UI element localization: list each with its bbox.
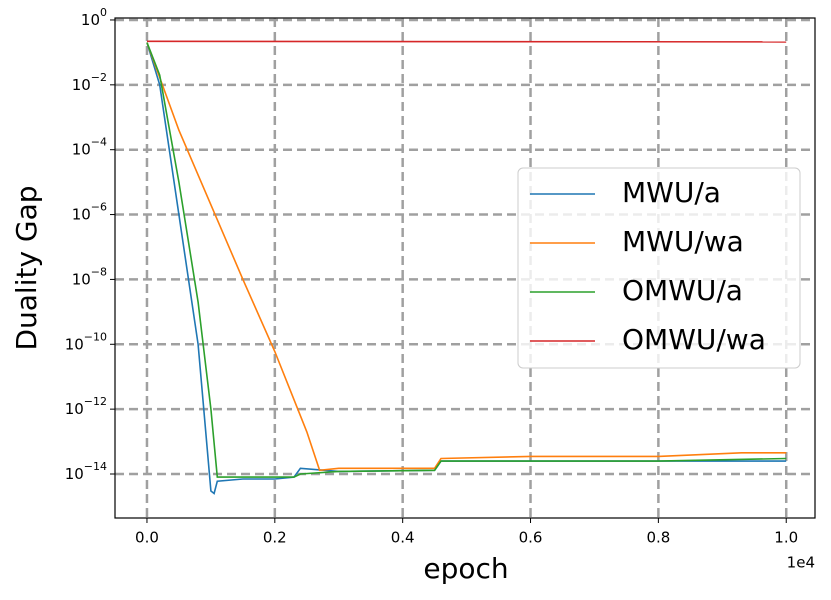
y-tick-base: 10	[81, 10, 100, 28]
y-axis-label: Duality Gap	[10, 185, 43, 350]
x-offset-label: 1e4	[787, 554, 815, 572]
x-tick-label: 0.2	[263, 529, 287, 547]
y-tick-label: 10−4	[72, 136, 107, 159]
y-tick-base: 10	[72, 205, 91, 223]
x-axis-label: epoch	[423, 552, 508, 585]
y-tick-base: 10	[72, 140, 91, 158]
line	[146, 42, 787, 472]
y-tick-label: 10−2	[72, 71, 107, 94]
y-tick-label: 10−14	[65, 460, 107, 483]
x-tick-label: 0.4	[391, 529, 415, 547]
y-tick-exponent: −8	[91, 265, 107, 278]
y-tick-label: 10−12	[65, 395, 107, 418]
legend-label: MWU/a	[622, 176, 721, 209]
legend-label: OMWU/wa	[622, 323, 766, 356]
x-tick-label: 0.8	[646, 529, 670, 547]
line	[146, 42, 787, 478]
legend-label: MWU/wa	[622, 225, 744, 258]
plot-frame	[114, 17, 816, 519]
y-tick-exponent: −12	[84, 395, 107, 408]
y-tick-base: 10	[65, 465, 84, 483]
y-tick-label: 10−6	[72, 201, 107, 224]
legend-box	[517, 167, 801, 369]
x-tick-label: 0.6	[519, 529, 543, 547]
line	[146, 40, 787, 43]
y-tick-exponent: 0	[100, 6, 107, 19]
y-tick-label: 10−10	[65, 330, 107, 353]
y-tick-exponent: −6	[91, 201, 107, 214]
x-tick-label: 1.0	[774, 529, 798, 547]
x-tick-label: 0.0	[135, 529, 159, 547]
y-tick-base: 10	[72, 75, 91, 93]
y-tick-base: 10	[72, 270, 91, 288]
y-tick-label: 100	[81, 6, 107, 29]
y-tick-base: 10	[65, 335, 84, 353]
y-tick-base: 10	[65, 400, 84, 418]
y-tick-exponent: −14	[84, 460, 107, 473]
y-tick-exponent: −2	[91, 71, 107, 84]
y-tick-exponent: −4	[91, 136, 107, 149]
y-tick-exponent: −10	[84, 330, 107, 343]
y-tick-label: 10−8	[72, 265, 107, 288]
legend-label: OMWU/a	[622, 274, 743, 307]
